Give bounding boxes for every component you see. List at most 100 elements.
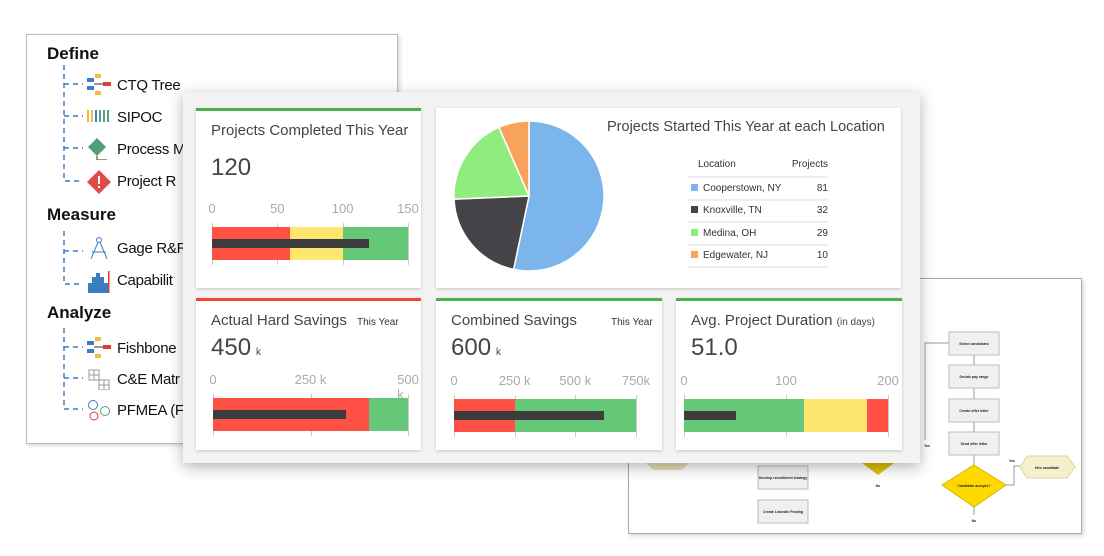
tick-label: 200 — [877, 373, 899, 388]
tick-line — [636, 395, 637, 437]
bullet-measure-bar — [454, 411, 605, 420]
no-label: No — [972, 519, 977, 523]
tree-item-label: PFMEA (F — [117, 401, 184, 419]
tree-item-label: SIPOC — [117, 108, 163, 126]
tick-label: 0 — [209, 372, 217, 387]
pie-slice[interactable] — [453, 126, 531, 200]
dashboard-panel: Projects Completed This Year 120 0 50 100 1… — [183, 92, 920, 463]
tree-item-label: CTQ Tree — [117, 76, 181, 94]
bullet-range — [866, 399, 888, 432]
tick-label: 0 — [680, 373, 688, 388]
end-label: Hire candidate — [1035, 466, 1059, 470]
card-period: This Year — [611, 317, 653, 328]
card-unit: k — [496, 347, 502, 358]
tree-item-label: Project R — [117, 172, 176, 190]
card-accent — [436, 298, 662, 301]
flow-step-boxes — [757, 331, 1000, 524]
pie-slice[interactable] — [512, 120, 605, 272]
card-accent — [676, 298, 902, 301]
project-count: 81 — [816, 182, 828, 194]
process-map-icon — [87, 138, 111, 161]
flow-step — [948, 364, 1000, 389]
card-hard-savings: Actual Hard Savings This Year 450 k 0 250 … — [196, 298, 421, 450]
bullet-chart: 0 250 k 500 k 750k — [450, 373, 650, 443]
card-value: 450 — [211, 334, 252, 361]
tick-label: 500 k — [559, 373, 592, 388]
project-risk-icon — [87, 170, 111, 194]
card-value: 120 — [211, 154, 252, 181]
legend-swatch — [691, 251, 698, 259]
pie-chart — [453, 120, 605, 272]
decision-label: Candidate accepts? — [957, 484, 990, 488]
pfmea-icon — [87, 399, 111, 421]
card-period: This Year — [357, 317, 399, 328]
tick-label: 150 — [397, 201, 419, 216]
location-name: Cooperstown, NY — [703, 182, 782, 194]
tree-item-ctq[interactable]: CTQ Tree — [87, 74, 180, 96]
bullet-measure-bar — [213, 410, 346, 419]
tick-label: 500 k — [397, 372, 419, 402]
group-analyze: Analyze — [47, 303, 112, 322]
project-count: 29 — [816, 227, 828, 239]
card-projects-by-location: Projects Started This Year at each Locat… — [436, 108, 901, 288]
card-value: 51.0 — [691, 334, 738, 361]
group-measure: Measure — [47, 205, 116, 224]
tree-item-gage[interactable]: Gage R&R — [87, 237, 185, 260]
group-define: Define — [47, 44, 99, 63]
tick-label: 0 — [208, 201, 216, 216]
location-name: Edgewater, NJ — [703, 250, 769, 262]
bullet-range — [369, 398, 408, 431]
card-accent — [196, 108, 421, 111]
table-row: Cooperstown, NY 81 — [688, 177, 828, 200]
tick-line — [888, 395, 889, 437]
ctq-tree-icon — [87, 74, 111, 96]
flow-step-label: Create LinkedIn Posting — [763, 510, 803, 514]
table-row: Knoxville, TN 32 — [688, 200, 828, 222]
column-header: Location — [698, 159, 736, 170]
bullet-chart: 0 250 k 500 k — [209, 372, 419, 442]
tick-label: 100 — [331, 201, 354, 216]
yes-label: Yes — [924, 444, 930, 448]
card-combined-savings: Combined Savings This Year 600 k 0 250 k 50… — [436, 298, 662, 450]
location-name: Knoxville, TN — [703, 205, 762, 217]
flow-step-label: Develop recruitment strategy — [759, 476, 807, 480]
flow-step-label: Select candidates — [959, 342, 989, 346]
tree-item-project-risk[interactable]: Project R — [87, 170, 176, 194]
yes-label: Yes — [1009, 459, 1015, 463]
tick-label: 750k — [621, 373, 651, 388]
fishbone-icon — [87, 337, 111, 359]
end-hexagon — [1019, 455, 1076, 479]
tick-line — [408, 394, 409, 436]
tree-item-ce-matrix[interactable]: C&E Matr — [87, 368, 180, 391]
flow-step — [757, 499, 809, 524]
card-title-suffix: (in days) — [836, 317, 875, 328]
legend-swatch — [691, 206, 698, 214]
card-avg-duration: Avg. Project Duration (in days) 51.0 0 10… — [676, 298, 902, 450]
bullet-chart: 0 50 100 150 — [208, 201, 419, 271]
card-title: Actual Hard Savings — [211, 312, 347, 329]
sipoc-icon — [87, 106, 111, 128]
tick-label: 100 — [775, 373, 797, 388]
tree-item-sipoc[interactable]: SIPOC — [87, 106, 162, 128]
tick-line — [408, 223, 409, 265]
card-accent — [196, 298, 421, 301]
no-label: No — [876, 484, 881, 488]
flow-step-label: Create offer letter — [959, 409, 989, 413]
flow-step — [948, 431, 1000, 456]
histogram-icon — [87, 269, 111, 293]
card-title: Combined Savings — [451, 312, 577, 329]
start-hexagon-partial — [646, 463, 689, 470]
tree-item-process-map[interactable]: Process M — [87, 138, 185, 161]
pie-slice[interactable] — [453, 195, 530, 271]
tree-item-fishbone[interactable]: Fishbone — [87, 337, 176, 359]
tree-item-label: Capabilit — [117, 271, 173, 289]
tree-item-pfmea[interactable]: PFMEA (F — [87, 399, 184, 421]
card-title: Avg. Project Duration — [691, 312, 833, 329]
chart-title: Projects Started This Year at each Locat… — [607, 119, 885, 135]
flow-step-label: Send offer letter — [961, 442, 988, 446]
flow-step — [948, 398, 1000, 423]
tree-item-capability[interactable]: Capabilit — [87, 269, 173, 293]
decision-diamond-partial — [862, 463, 894, 475]
pie-slice[interactable] — [497, 120, 530, 197]
location-table: Location Projects Cooperstown, NY 81 Knoxv… — [688, 153, 828, 268]
